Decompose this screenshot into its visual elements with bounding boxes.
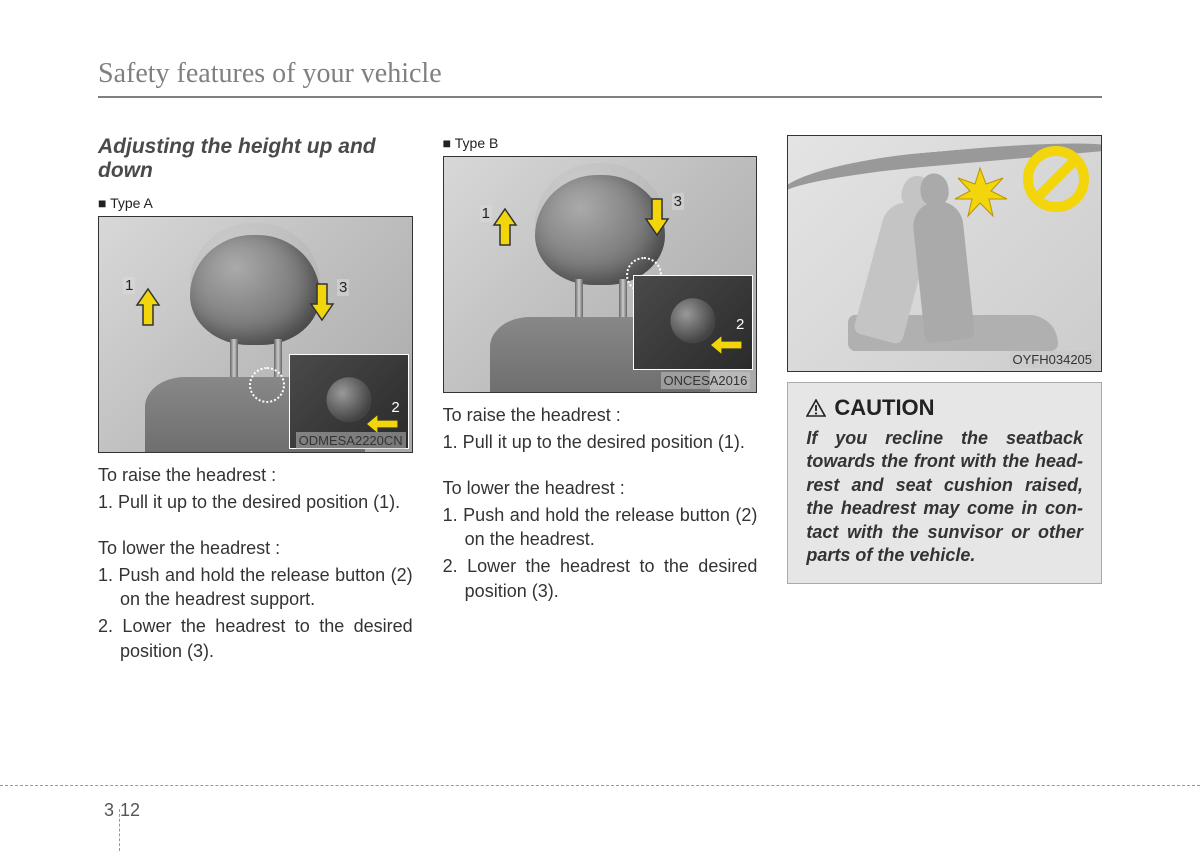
raise-step: 1. Pull it up to the desired position (1… (98, 490, 413, 514)
spacer (98, 518, 413, 536)
caution-title-text: CAUTION (834, 395, 934, 421)
section-title: Adjusting the height up and down (98, 135, 413, 183)
raise-heading: To raise the headrest : (98, 463, 413, 487)
type-b-label: ■ Type B (443, 135, 758, 151)
prohibit-icon (1023, 146, 1089, 212)
callout-3: 3 (337, 279, 349, 296)
figure-type-a: 1 3 2 ODMESA2220CN (98, 216, 413, 453)
type-a-label: ■ Type A (98, 195, 413, 211)
arrow-down-icon (644, 197, 670, 237)
figure-type-b: 1 3 2 ONCESA2016 (443, 156, 758, 393)
lower-step: 1. Push and hold the release button (2) … (443, 503, 758, 552)
chapter-number: 3 (104, 800, 114, 821)
page-number-value: 12 (120, 800, 140, 821)
column-caution: OYFH034205 CAUTION If you recline the se… (787, 135, 1102, 666)
headrest-shape (190, 235, 320, 345)
page-header: Safety features of your vehicle (98, 58, 1102, 98)
detail-inset: 2 (633, 275, 753, 370)
raise-heading: To raise the headrest : (443, 403, 758, 427)
figure-code: ODMESA2220CN (296, 432, 406, 449)
lower-heading: To lower the headrest : (98, 536, 413, 560)
content-area: Adjusting the height up and down ■ Type … (98, 135, 1102, 666)
header-title: Safety features of your vehicle (98, 58, 1102, 90)
callout-2: 2 (734, 316, 746, 333)
figure-caution: OYFH034205 (787, 135, 1102, 372)
footer-divider (0, 785, 1200, 786)
lower-step: 2. Lower the headrest to the desired pos… (443, 554, 758, 603)
dotted-highlight (249, 367, 285, 403)
arrow-up-icon (135, 287, 161, 327)
spacer (443, 458, 758, 476)
figure-code: ONCESA2016 (661, 372, 751, 389)
column-type-b: ■ Type B 1 3 2 ONCESA2016 (443, 135, 758, 666)
lower-step: 1. Push and hold the release button (2) … (98, 563, 413, 612)
arrow-down-icon (309, 282, 335, 322)
impact-burst-icon (953, 166, 1008, 221)
caution-title-row: CAUTION (806, 395, 1083, 421)
callout-1: 1 (480, 205, 492, 222)
column-type-a: Adjusting the height up and down ■ Type … (98, 135, 413, 666)
raise-step: 1. Pull it up to the desired position (1… (443, 430, 758, 454)
callout-3: 3 (672, 193, 684, 210)
press-arrow-icon (708, 333, 744, 357)
arrow-up-icon (492, 207, 518, 247)
callout-1: 1 (123, 277, 135, 294)
figure-code: OYFH034205 (1010, 351, 1096, 368)
lower-heading: To lower the headrest : (443, 476, 758, 500)
caution-box: CAUTION If you recline the seatback towa… (787, 382, 1102, 584)
lower-step: 2. Lower the headrest to the desired pos… (98, 614, 413, 663)
warning-triangle-icon (806, 399, 826, 417)
callout-2: 2 (389, 399, 401, 416)
page-number: 3 12 (104, 800, 140, 821)
caution-body-text: If you recline the seatback towards the … (806, 427, 1083, 567)
